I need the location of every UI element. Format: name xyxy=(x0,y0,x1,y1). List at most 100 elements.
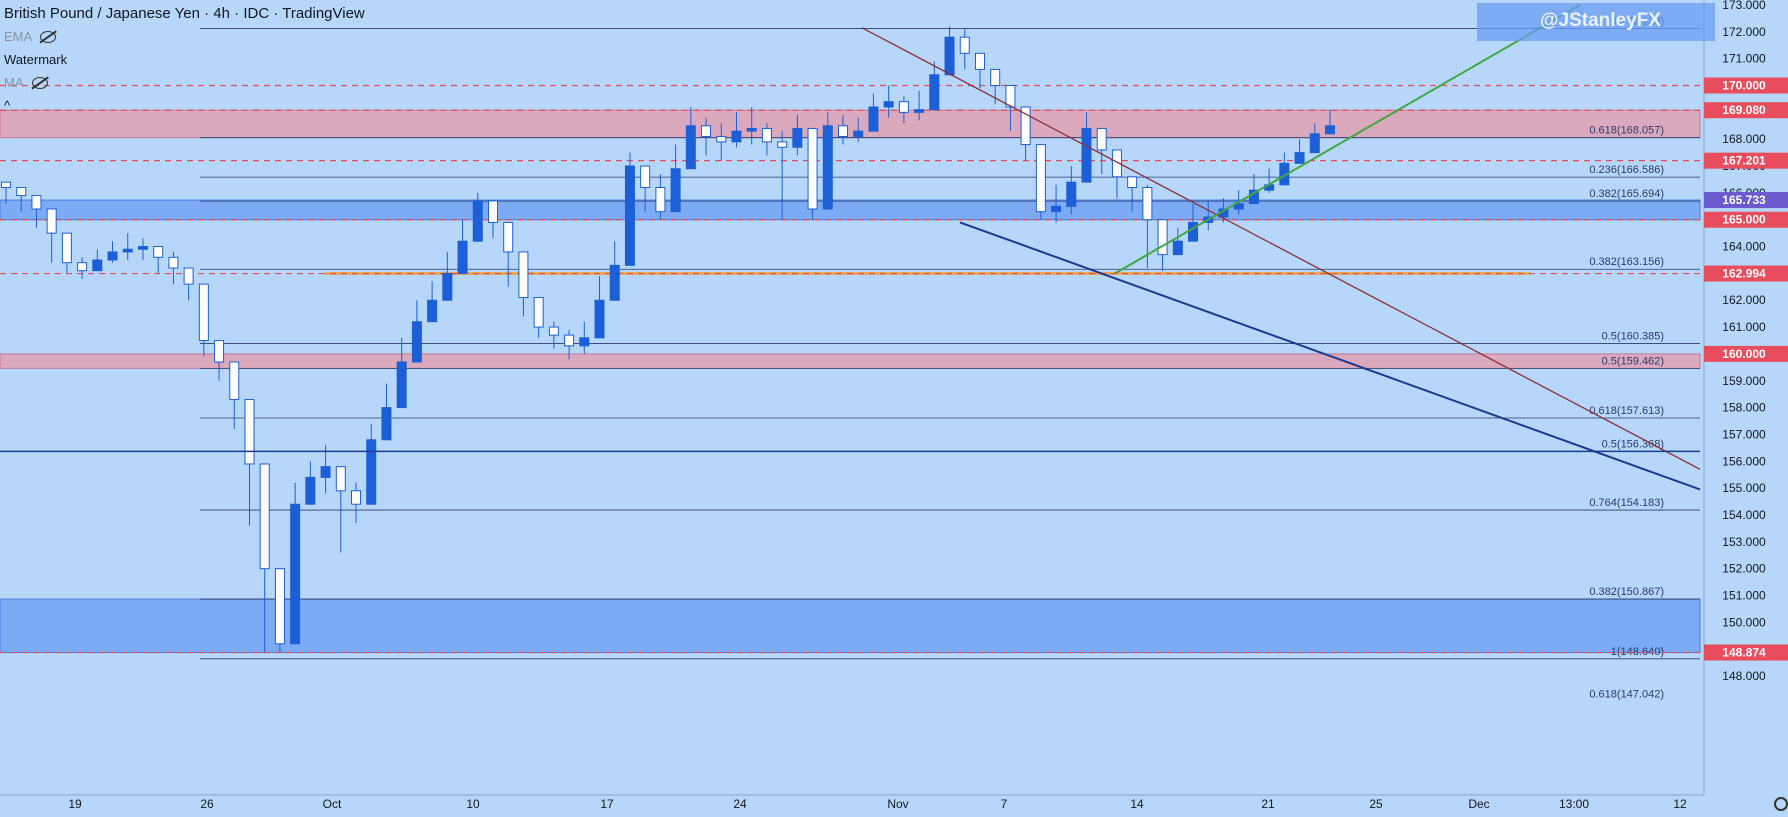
candle-body xyxy=(944,36,955,76)
y-tick-label: 158.000 xyxy=(1722,401,1766,415)
candle-body xyxy=(1325,125,1335,135)
eye-hidden-icon[interactable] xyxy=(31,76,48,89)
candle-body xyxy=(594,299,605,339)
x-tick-label: 14 xyxy=(1130,797,1144,811)
candle-body xyxy=(77,262,88,272)
candle-body xyxy=(898,101,909,113)
y-tick-label: 151.000 xyxy=(1722,588,1766,602)
candle-body xyxy=(1309,133,1320,154)
price-badge-label: 165.733 xyxy=(1722,193,1766,207)
zone-blue-1 xyxy=(0,199,1701,221)
candle-body xyxy=(1188,221,1199,242)
y-tick-label: 168.000 xyxy=(1722,132,1766,146)
y-tick-label: 154.000 xyxy=(1722,508,1766,522)
y-tick-label: 153.000 xyxy=(1722,535,1766,549)
price-badge-label: 162.994 xyxy=(1722,267,1766,281)
symbol-title-row[interactable]: British Pound / Japanese Yen · 4h · IDC … xyxy=(4,2,365,25)
candle-body xyxy=(290,503,301,645)
x-tick-label: Nov xyxy=(887,797,908,811)
candle-body xyxy=(1005,85,1016,108)
x-tick-label: 10 xyxy=(466,797,480,811)
collapse-legend-row[interactable]: ^ xyxy=(4,94,365,117)
price-badge xyxy=(1704,102,1788,119)
candle-body xyxy=(183,267,194,285)
x-tick-label: 26 xyxy=(200,797,214,811)
fib-label: 0.764(154.183) xyxy=(1589,497,1664,509)
eye-hidden-icon[interactable] xyxy=(40,30,57,43)
candle-body xyxy=(853,130,864,138)
candle-body xyxy=(153,246,164,258)
candle-body xyxy=(533,297,544,328)
candle-body xyxy=(624,165,635,266)
candle-body xyxy=(518,251,529,299)
y-tick-label: 164.000 xyxy=(1722,240,1766,254)
y-tick-label: 150.000 xyxy=(1722,615,1766,629)
candle-body xyxy=(274,568,285,645)
fib-label: 0.382(150.867) xyxy=(1589,586,1664,598)
trendline-navy-descending[interactable] xyxy=(959,221,1701,491)
y-tick-label: 159.000 xyxy=(1722,374,1766,388)
price-badge xyxy=(1704,192,1788,209)
symbol-title: British Pound / Japanese Yen · 4h · IDC … xyxy=(4,4,365,22)
x-tick-label: 17 xyxy=(600,797,614,811)
price-axis[interactable] xyxy=(1704,0,1788,817)
y-tick-label: 148.000 xyxy=(1722,669,1766,683)
x-tick-label: 21 xyxy=(1261,797,1275,811)
candle-body xyxy=(731,130,742,143)
y-tick-label: 156.000 xyxy=(1722,454,1766,468)
price-badge-label: 167.201 xyxy=(1722,154,1766,168)
candle-body xyxy=(746,127,757,132)
candle-body xyxy=(1127,176,1138,189)
chevron-up-icon[interactable]: ^ xyxy=(4,97,11,113)
candle-body xyxy=(1081,127,1092,183)
trendline-green-ascending[interactable] xyxy=(1114,4,1581,275)
candle-body xyxy=(427,299,438,323)
candle-body xyxy=(244,399,255,465)
candle-body xyxy=(609,264,620,301)
candle-body xyxy=(137,246,148,250)
candle-body xyxy=(457,240,468,274)
candle-body xyxy=(670,168,681,213)
candle-body xyxy=(214,340,225,363)
candle-body xyxy=(168,256,179,269)
candle-body xyxy=(351,490,362,505)
watermark-text: @JStanleyFX xyxy=(1540,10,1661,31)
y-tick-label: 162.000 xyxy=(1722,293,1766,307)
indicator-ema-row[interactable]: EMA xyxy=(4,25,365,48)
candle-body xyxy=(442,272,453,301)
zone-red-0 xyxy=(0,109,1701,139)
candle-body xyxy=(685,125,696,170)
candle-body xyxy=(640,165,651,189)
fib-label: 0.236(166.586) xyxy=(1589,164,1664,176)
trendline-red-descending[interactable] xyxy=(861,27,1701,470)
candle-body xyxy=(259,463,270,570)
indicator-ma-row[interactable]: MA xyxy=(4,71,365,94)
candle-body xyxy=(1294,152,1305,164)
candle-body xyxy=(472,200,483,242)
candle-body xyxy=(914,109,925,113)
candle-body xyxy=(701,125,712,138)
price-badge-label: 169.080 xyxy=(1722,103,1766,117)
price-badge xyxy=(1704,152,1788,169)
candle-body xyxy=(974,52,985,70)
fib-label: 0.618(147.042) xyxy=(1589,689,1664,701)
candle-body xyxy=(883,101,894,108)
gear-icon[interactable] xyxy=(1774,797,1788,811)
x-tick-label: 19 xyxy=(68,797,82,811)
x-tick-label: 7 xyxy=(1001,797,1008,811)
watermark-box xyxy=(1477,3,1715,41)
fib-label: 0.382(163.156) xyxy=(1589,256,1664,268)
candle-body xyxy=(16,187,27,197)
y-tick-label: 161.000 xyxy=(1722,320,1766,334)
y-tick-label: 155.000 xyxy=(1722,481,1766,495)
price-badge xyxy=(1704,345,1788,362)
y-tick-label: 171.000 xyxy=(1722,52,1766,66)
candle-body xyxy=(335,466,346,492)
candle-body xyxy=(1157,219,1168,256)
zone-red-2 xyxy=(0,353,1701,369)
candle-body xyxy=(1142,187,1153,221)
indicator-watermark-row[interactable]: Watermark xyxy=(4,48,365,71)
x-tick-label: 24 xyxy=(733,797,747,811)
